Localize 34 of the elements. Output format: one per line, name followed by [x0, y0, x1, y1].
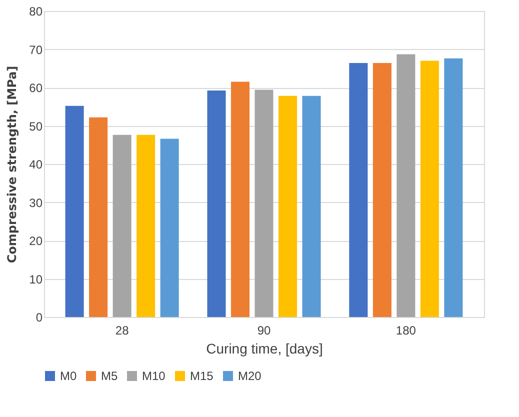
legend-label: M5 [101, 369, 118, 383]
x-axis-title: Curing time, [days] [206, 340, 323, 356]
bar [230, 82, 250, 317]
bar [444, 58, 463, 317]
legend-label: M20 [238, 369, 262, 383]
y-tick-label: 50 [29, 119, 43, 134]
bar [89, 117, 108, 317]
bar [65, 106, 84, 317]
x-tick-label: 28 [115, 324, 130, 338]
x-tick-label: 90 [257, 324, 271, 338]
y-tick-label: 70 [29, 42, 43, 57]
y-tick-label: 10 [29, 272, 43, 286]
y-axis-title: Compressive strength, [MPa] [5, 66, 20, 264]
legend-label: M0 [60, 369, 77, 383]
bar [420, 60, 439, 317]
y-tick-label: 0 [36, 310, 43, 324]
bar [278, 96, 298, 317]
y-tick-label: 20 [29, 234, 43, 248]
bar [372, 63, 392, 317]
y-tick-label: 80 [29, 4, 43, 18]
bar [396, 54, 416, 317]
x-tick-label: 180 [396, 324, 416, 338]
bar [349, 63, 368, 317]
y-tick-label: 30 [29, 196, 43, 210]
bar [160, 138, 179, 317]
bar [136, 134, 156, 317]
y-tick-label: 40 [29, 158, 43, 172]
legend-label: M15 [190, 369, 214, 383]
bar [207, 90, 226, 317]
bar [302, 96, 321, 317]
bar [254, 90, 274, 317]
bar [112, 134, 132, 317]
y-tick-label: 60 [29, 81, 43, 95]
legend-label: M10 [142, 369, 166, 383]
